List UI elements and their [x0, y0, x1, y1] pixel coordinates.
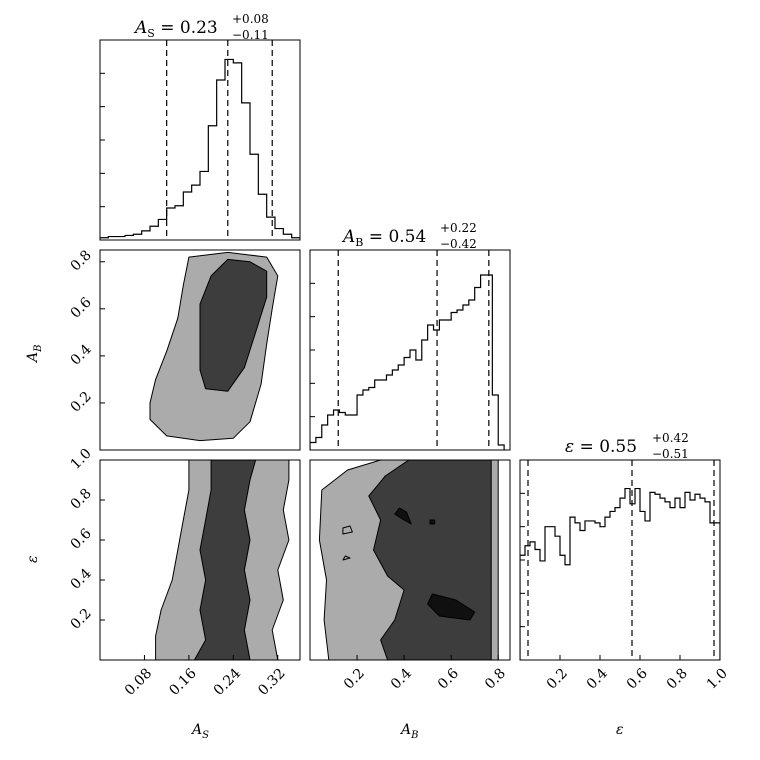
xlabel-epsilon: ε [616, 722, 624, 738]
x-tick-label: 0.4 [388, 665, 415, 692]
svg-text:−0.42: −0.42 [440, 237, 477, 251]
histogram-step-A_S-marginal [100, 58, 300, 240]
title-a-s: AS = 0.23 +0.08 −0.11 [133, 12, 269, 42]
x-tick-label: 0.08 [122, 666, 155, 699]
x-tick-label: 0.6 [435, 665, 462, 692]
x-tick-label: 0.2 [341, 666, 368, 693]
contour-outer-island-5 [342, 555, 351, 561]
panel-epsilon-marginal: 0.2 0.4 0.6 0.8 1.0 [519, 459, 731, 693]
x-tick-label: 0.2 [544, 666, 571, 693]
ylabel-a-b: AB [25, 345, 44, 364]
svg-text:+0.08: +0.08 [232, 12, 269, 26]
ylabel-epsilon: ε [25, 555, 41, 563]
panel-A_B-marginal [309, 249, 511, 451]
contour-core-2 [427, 593, 476, 621]
panel-A_S-marginal [99, 39, 301, 241]
contour-inner-1 [368, 460, 492, 660]
title-a-b: AB = 0.54 +0.22 −0.42 [341, 221, 477, 251]
panel-A_S-vs-A_B: 0.2 0.4 0.6 0.8 [68, 247, 301, 451]
xlabel-a-s: AS [190, 722, 209, 741]
svg-text:−0.51: −0.51 [652, 447, 689, 461]
x-tick-label: 0.8 [664, 666, 691, 693]
contour-inner-1 [193, 460, 257, 660]
panel-frame [519, 459, 721, 661]
y-tick-label: 0.2 [68, 389, 95, 416]
title-epsilon: ε = 0.55 +0.42 −0.51 [565, 431, 689, 461]
contour-core-3 [394, 507, 412, 525]
svg-text:−0.11: −0.11 [232, 28, 269, 42]
panel-A_S-vs-epsilon: 0.2 0.4 0.6 0.8 1.0 0.08 0.16 0.24 0.32 [68, 446, 301, 699]
y-tick-label: 0.6 [68, 526, 95, 553]
svg-text:AS = 0.23: AS = 0.23 [133, 18, 218, 40]
panel-frame [99, 249, 301, 451]
x-tick-label: 0.16 [166, 665, 199, 698]
svg-text:AB = 0.54: AB = 0.54 [341, 227, 426, 249]
y-tick-label: 1.0 [68, 446, 95, 473]
panel-frame [99, 39, 301, 241]
y-tick-label: 0.8 [68, 486, 95, 513]
x-tick-label: 0.24 [211, 665, 244, 698]
x-tick-label: 0.6 [624, 665, 651, 692]
svg-text:+0.42: +0.42 [652, 431, 689, 445]
y-tick-label: 0.4 [68, 341, 95, 368]
histogram-step-epsilon-marginal [520, 487, 720, 660]
y-tick-label: 0.6 [68, 294, 95, 321]
panel-A_B-vs-epsilon: 0.2 0.4 0.6 0.8 [309, 459, 511, 693]
svg-text:+0.22: +0.22 [440, 221, 477, 235]
contour-core-6 [429, 519, 436, 525]
y-tick-label: 0.8 [68, 247, 95, 274]
histogram-step-A_B-marginal [310, 274, 505, 450]
panel-frame [99, 459, 301, 661]
y-tick-label: 0.2 [68, 606, 95, 633]
contour-inner-1 [199, 258, 268, 392]
contour-outer-island-4 [342, 525, 353, 535]
x-tick-label: 0.32 [255, 666, 288, 699]
xlabel-a-b: AB [399, 722, 418, 741]
x-tick-label: 0.4 [584, 665, 611, 692]
x-tick-label: 0.8 [482, 666, 509, 693]
x-tick-label: 1.0 [704, 666, 731, 693]
panel-frame [309, 459, 511, 661]
y-tick-label: 0.4 [68, 566, 95, 593]
svg-text:ε = 0.55: ε = 0.55 [565, 437, 637, 457]
